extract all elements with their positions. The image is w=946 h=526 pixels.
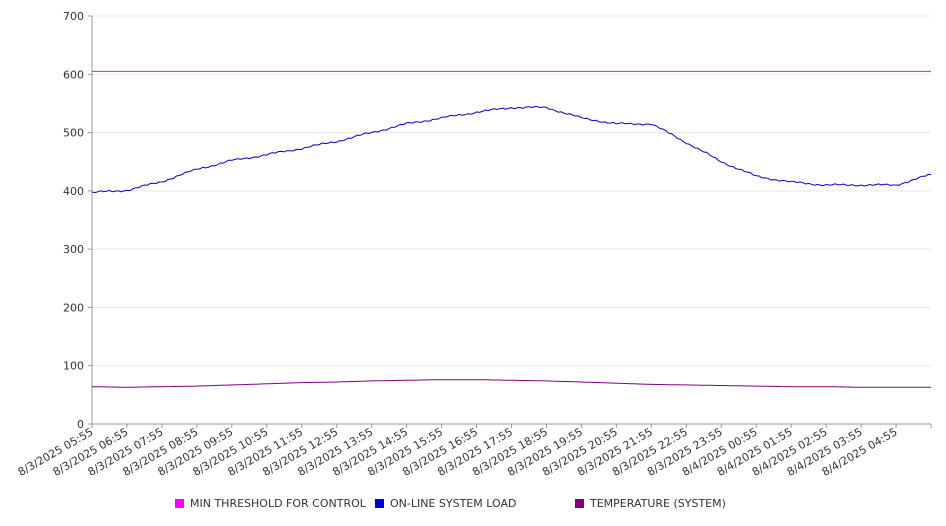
- legend-swatch-min-threshold: [175, 499, 184, 508]
- legend-label-system-load: ON-LINE SYSTEM LOAD: [390, 497, 517, 510]
- series-line-2: [92, 379, 931, 388]
- y-tick-label: 200: [63, 301, 84, 314]
- legend-swatch-temperature: [575, 499, 584, 508]
- legend-swatch-system-load: [375, 499, 384, 508]
- x-axis: 8/3/2025 05:558/3/2025 06:558/3/2025 07:…: [16, 423, 932, 479]
- y-tick-label: 100: [63, 360, 84, 373]
- y-tick-label: 500: [63, 127, 84, 140]
- legend-item-min-threshold[interactable]: MIN THRESHOLD FOR CONTROL: [175, 497, 366, 510]
- series-line-1: [91, 105, 932, 194]
- legend: MIN THRESHOLD FOR CONTROL ON-LINE SYSTEM…: [0, 497, 946, 517]
- y-tick-label: 400: [63, 185, 84, 198]
- legend-item-system-load[interactable]: ON-LINE SYSTEM LOAD: [375, 497, 516, 510]
- grid-lines: [92, 15, 931, 425]
- y-tick-label: 300: [63, 243, 84, 256]
- series-lines: [91, 70, 932, 388]
- y-tick-label: 700: [63, 10, 84, 23]
- legend-label-temperature: TEMPERATURE (SYSTEM): [590, 497, 726, 510]
- y-tick-label: 600: [63, 68, 84, 81]
- legend-label-min-threshold: MIN THRESHOLD FOR CONTROL: [190, 497, 366, 510]
- y-axis: 0 100 200 300 400 500 600 700: [63, 10, 93, 431]
- legend-item-temperature[interactable]: TEMPERATURE (SYSTEM): [575, 497, 726, 510]
- y-tick-label: 0: [77, 418, 84, 431]
